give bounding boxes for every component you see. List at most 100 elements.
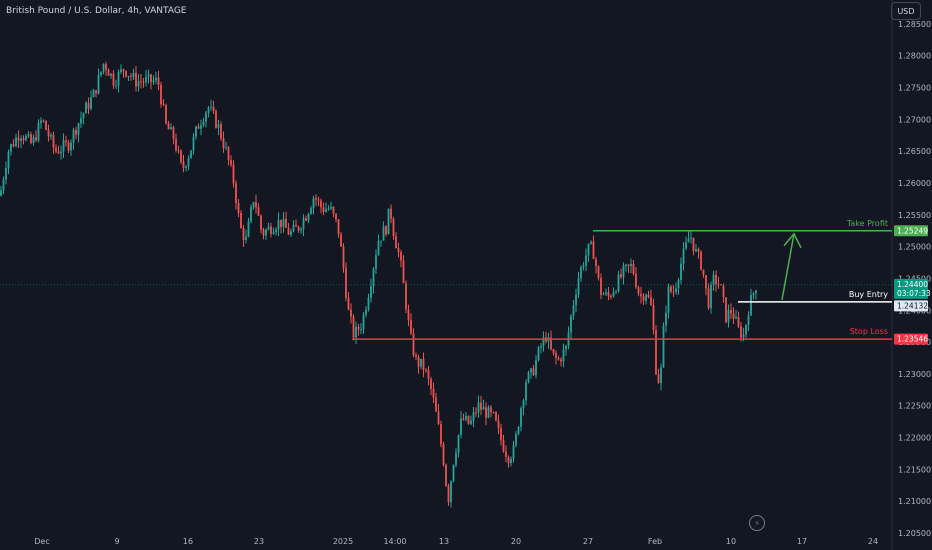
candle-body (565, 345, 567, 350)
candle-body (487, 407, 490, 418)
candle-body (440, 423, 442, 445)
stop-loss-tag: 1.23546 (894, 333, 928, 345)
candle-body (147, 74, 150, 78)
candle-body (97, 74, 100, 94)
candle-body (7, 151, 10, 169)
candle-body (205, 112, 207, 122)
candle-body (182, 161, 185, 168)
candle-body (280, 219, 282, 228)
candle-body (417, 357, 420, 367)
candle-body (367, 297, 370, 310)
y-tick-label: 1.25500 (898, 211, 931, 220)
candle-body (662, 325, 665, 368)
candle-body (485, 407, 487, 418)
candle-body (467, 415, 470, 424)
candle-body (582, 265, 585, 268)
x-tick-label: 10 (726, 537, 736, 546)
candle-body (625, 264, 627, 267)
candle-body (712, 274, 715, 285)
candle-body (117, 72, 120, 86)
y-tick-label: 1.20500 (898, 529, 931, 538)
lightning-icon[interactable]: ⚡ (749, 515, 765, 531)
candle-body (455, 452, 457, 465)
candle-body (420, 358, 422, 367)
candle-body (127, 75, 130, 77)
candle-body (285, 218, 287, 228)
candle-body (530, 368, 532, 373)
candle-body (85, 102, 87, 114)
x-tick-label: Feb (648, 537, 662, 546)
candle-body (200, 125, 202, 129)
y-tick-label: 1.22000 (898, 434, 931, 443)
candle-body (592, 241, 595, 259)
candle-body (237, 203, 240, 214)
candle-body (277, 219, 280, 230)
candle-body (357, 326, 360, 330)
candle-body (452, 464, 455, 482)
last-price-tag-text: 1.24400 (897, 280, 928, 289)
currency-button[interactable]: USD (891, 2, 921, 20)
x-tick-label: 2025 (333, 537, 353, 546)
candle-body (725, 297, 727, 323)
candle-body (587, 243, 590, 256)
candle-body (710, 284, 712, 309)
candle-body (637, 287, 640, 294)
candle-body (65, 140, 67, 143)
candle-body (115, 85, 117, 87)
x-tick-label: 27 (583, 537, 593, 546)
candle-body (535, 360, 537, 376)
candle-body (177, 150, 180, 151)
candle-body (180, 150, 182, 162)
candle-body (742, 334, 745, 338)
candle-body (437, 411, 440, 424)
candle-body (670, 286, 672, 292)
candle-body (282, 218, 285, 228)
candle-body (15, 137, 17, 147)
candle-body (155, 77, 157, 81)
candle-body (515, 433, 517, 446)
candle-body (302, 218, 305, 229)
chart-title: British Pound / U.S. Dollar, 4h, VANTAGE (6, 6, 187, 16)
candle-body (107, 69, 110, 76)
candle-body (447, 485, 450, 503)
candle-body (540, 346, 542, 348)
candle-body (360, 329, 362, 331)
candle-body (202, 121, 205, 126)
candle-body (697, 249, 700, 252)
candle-body (245, 236, 247, 240)
candle-body (40, 120, 42, 123)
candle-body (435, 397, 437, 412)
candle-body (700, 251, 702, 270)
candle-body (755, 290, 757, 294)
candle-body (340, 234, 342, 247)
candle-body (692, 237, 695, 252)
candle-body (472, 412, 475, 421)
stop-loss-label: Stop Loss (850, 327, 888, 336)
candle-body (67, 142, 70, 151)
candle-body (25, 136, 27, 141)
candle-body (125, 71, 127, 77)
x-tick-label: Dec (34, 537, 49, 546)
candle-body (597, 266, 600, 279)
candle-body (225, 147, 227, 148)
candle-body (752, 293, 755, 296)
last-price-tag-text: 03:07:33 (897, 289, 931, 298)
candle-body (405, 283, 407, 310)
candle-body (295, 224, 297, 227)
candle-body (555, 352, 557, 358)
candle-body (595, 258, 597, 267)
candle-body (12, 144, 15, 147)
buy-entry-tag-bg (894, 300, 928, 312)
candle-body (75, 129, 77, 135)
candle-body (407, 309, 410, 321)
candle-body (327, 208, 330, 210)
candle-body (475, 412, 477, 414)
candle-body (415, 355, 417, 358)
candle-body (602, 294, 605, 295)
candle-body (445, 464, 447, 486)
y-tick-label: 1.27500 (898, 84, 931, 93)
candle-body (252, 202, 255, 207)
candle-body (150, 74, 152, 83)
x-tick-label: 23 (254, 537, 264, 546)
